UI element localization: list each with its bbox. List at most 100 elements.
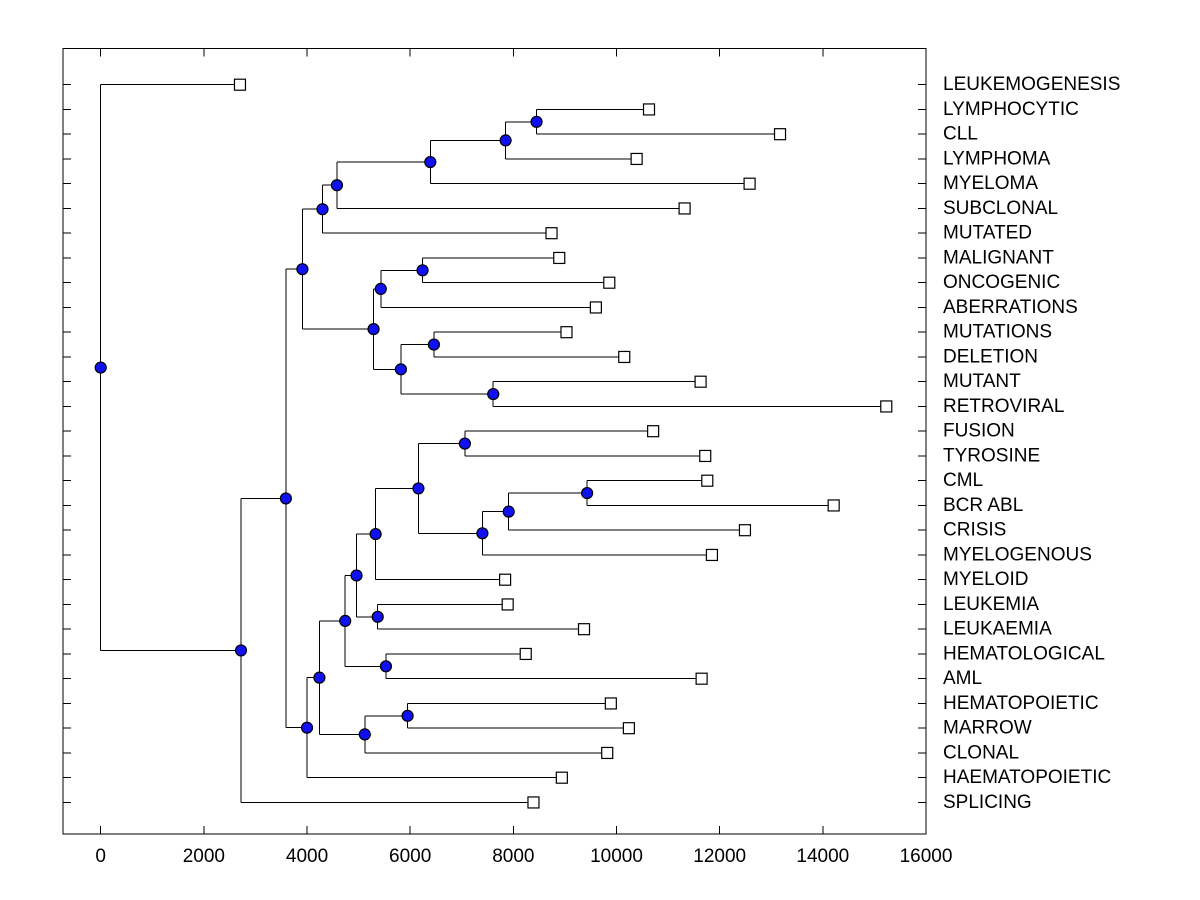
leaf-marker bbox=[603, 276, 616, 289]
leaf-marker bbox=[773, 128, 787, 141]
cluster-node-marker bbox=[350, 569, 363, 582]
cluster-node-marker bbox=[313, 671, 326, 684]
leaf-label: CRISIS bbox=[943, 520, 1006, 541]
leaf-marker bbox=[630, 152, 643, 166]
leaf-label: HEMATOPOIETIC bbox=[943, 693, 1099, 714]
leaf-label: CLL bbox=[943, 124, 978, 145]
cluster-node-marker bbox=[374, 282, 387, 295]
plot-border bbox=[62, 48, 927, 835]
leaf-marker bbox=[694, 375, 707, 388]
leaf-marker bbox=[527, 796, 540, 809]
leaf-label: SPLICING bbox=[943, 792, 1032, 813]
leaf-marker bbox=[738, 524, 752, 537]
leaf-marker bbox=[560, 326, 573, 339]
cluster-node-marker bbox=[412, 482, 425, 495]
leaf-label: MARROW bbox=[943, 718, 1032, 739]
leaf-label: CLONAL bbox=[943, 742, 1019, 763]
leaf-marker bbox=[618, 350, 631, 364]
x-axis-tick-label: 10000 bbox=[590, 846, 643, 867]
cluster-node-marker bbox=[296, 263, 309, 276]
leaf-label: MUTATED bbox=[943, 223, 1032, 244]
leaf-marker bbox=[589, 301, 602, 314]
cluster-node-marker bbox=[279, 492, 292, 505]
leaf-marker bbox=[519, 647, 532, 661]
leaf-label: TYROSINE bbox=[943, 445, 1040, 466]
cluster-node-marker bbox=[427, 338, 441, 351]
cluster-node-marker bbox=[330, 179, 344, 192]
leaf-marker bbox=[553, 251, 566, 265]
x-axis-tick-label: 8000 bbox=[492, 846, 534, 867]
x-axis-tick-label: 16000 bbox=[900, 846, 953, 867]
cluster-node-marker bbox=[316, 203, 329, 216]
leaf-label: MUTATIONS bbox=[943, 322, 1052, 343]
leaf-marker bbox=[699, 449, 712, 463]
leaf-marker bbox=[701, 474, 714, 487]
cluster-node-marker bbox=[394, 363, 408, 376]
leaf-marker bbox=[233, 78, 247, 91]
leaf-label: HAEMATOPOIETIC bbox=[943, 767, 1111, 788]
leaf-marker bbox=[705, 548, 719, 562]
leaf-label: MYELOGENOUS bbox=[943, 544, 1092, 565]
leaf-label: LEUKAEMIA bbox=[943, 619, 1052, 640]
leaf-label: SUBCLONAL bbox=[943, 198, 1058, 219]
cluster-node-marker bbox=[476, 527, 489, 540]
leaf-label: ONCOGENIC bbox=[943, 272, 1060, 293]
leaf-label: FUSION bbox=[943, 421, 1015, 442]
cluster-node-marker bbox=[369, 527, 382, 541]
cluster-node-marker bbox=[94, 361, 107, 374]
leaf-marker bbox=[601, 746, 614, 760]
leaf-label: ABERRATIONS bbox=[943, 297, 1078, 318]
leaf-label: RETROVIRAL bbox=[943, 396, 1064, 417]
cluster-node-marker bbox=[358, 728, 371, 741]
cluster-node-marker bbox=[499, 134, 512, 147]
cluster-node-marker bbox=[379, 660, 393, 673]
leaf-marker bbox=[498, 573, 512, 586]
leaf-label: LEUKEMOGENESIS bbox=[943, 74, 1120, 95]
cluster-node-marker bbox=[502, 505, 515, 518]
leaf-label: LEUKEMIA bbox=[943, 594, 1039, 615]
x-axis-tick-label: 4000 bbox=[286, 846, 328, 867]
cluster-node-marker bbox=[234, 644, 248, 657]
leaf-marker bbox=[647, 425, 660, 438]
leaf-label: DELETION bbox=[943, 346, 1038, 367]
leaf-label: LYMPHOMA bbox=[943, 148, 1051, 169]
leaf-marker bbox=[678, 202, 691, 215]
leaf-label: MALIGNANT bbox=[943, 247, 1054, 268]
x-axis-tick-label: 12000 bbox=[693, 846, 746, 867]
cluster-node-marker bbox=[367, 323, 380, 336]
leaf-marker bbox=[604, 697, 617, 710]
x-axis-tick-label: 0 bbox=[95, 846, 106, 867]
cluster-node-marker bbox=[371, 610, 384, 623]
leaf-marker bbox=[501, 598, 514, 611]
leaf-label: BCR ABL bbox=[943, 495, 1023, 516]
cluster-node-marker bbox=[300, 721, 314, 734]
x-axis-tick-label: 6000 bbox=[389, 846, 431, 867]
cluster-node-marker bbox=[581, 486, 594, 500]
leaf-label: MUTANT bbox=[943, 371, 1021, 392]
x-axis-tick-label: 2000 bbox=[183, 846, 225, 867]
cluster-node-marker bbox=[401, 709, 414, 722]
cluster-node-marker bbox=[487, 387, 500, 401]
leaf-label: MYELOID bbox=[943, 569, 1029, 590]
cluster-node-marker bbox=[458, 437, 471, 450]
leaf-marker bbox=[743, 177, 756, 190]
leaf-marker bbox=[555, 771, 568, 784]
leaf-marker bbox=[545, 227, 558, 240]
leaf-label: LYMPHOCYTIC bbox=[943, 99, 1079, 120]
leaf-label: AML bbox=[943, 668, 982, 689]
leaf-label: CML bbox=[943, 470, 983, 491]
leaf-marker bbox=[577, 623, 591, 636]
cluster-node-marker bbox=[424, 155, 437, 169]
leaf-marker bbox=[642, 103, 656, 116]
leaf-marker bbox=[695, 672, 708, 685]
leaf-label: MYELOMA bbox=[943, 173, 1038, 194]
cluster-node-marker bbox=[339, 614, 352, 627]
leaf-marker bbox=[827, 499, 840, 512]
cluster-node-marker bbox=[530, 115, 543, 128]
cluster-node-marker bbox=[416, 264, 429, 277]
leaf-marker bbox=[880, 400, 893, 413]
x-axis-tick-label: 14000 bbox=[796, 846, 849, 867]
leaf-marker bbox=[622, 722, 635, 735]
